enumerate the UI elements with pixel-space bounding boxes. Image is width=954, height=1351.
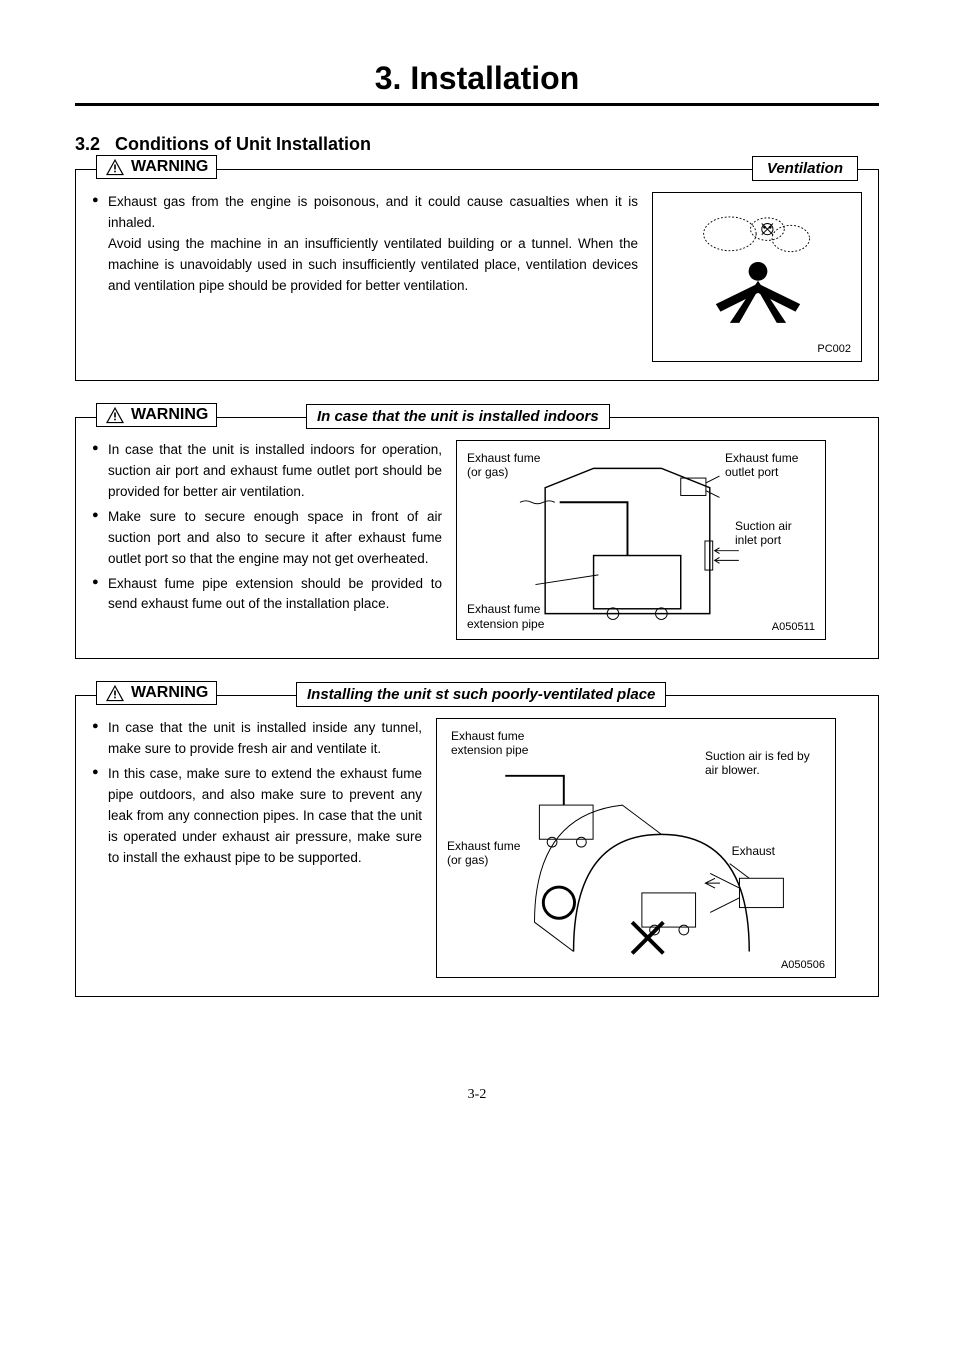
figure-tunnel: Exhaust fume extension pipe Suction air … <box>436 718 836 978</box>
fig-label-extension-pipe: Exhaust fume extension pipe <box>467 602 567 631</box>
warning-label: WARNING <box>96 403 217 427</box>
bullet: Exhaust fume pipe extension should be pr… <box>92 574 442 616</box>
warning-icon <box>105 684 125 702</box>
box-title-ventilation: Ventilation <box>752 156 858 181</box>
fig-label-suction-fed: Suction air is fed by air blower. <box>705 749 825 778</box>
warning-body: In case that the unit is installed indoo… <box>92 440 442 619</box>
warning-body: In case that the unit is installed insid… <box>92 718 422 872</box>
warning-box-poorly-ventilated: WARNING Installing the unit st such poor… <box>75 695 879 997</box>
fig-label-exhaust: Exhaust <box>732 844 775 858</box>
warning-text: WARNING <box>131 684 208 702</box>
chapter-title: 3. Installation <box>75 60 879 106</box>
figure-code: A050511 <box>772 621 815 633</box>
section-heading: 3.2 Conditions of Unit Installation <box>75 134 879 155</box>
figure-code: A050506 <box>781 959 825 971</box>
bullet: In case that the unit is installed insid… <box>92 718 422 760</box>
fig-label-exhaust-fume: Exhaust fume (or gas) <box>447 839 537 868</box>
box-title-poorly-ventilated: Installing the unit st such poorly-venti… <box>296 682 666 707</box>
warning-box-indoors: WARNING In case that the unit is install… <box>75 417 879 659</box>
ventilation-illustration <box>661 201 855 351</box>
bullet: In case that the unit is installed indoo… <box>92 440 442 503</box>
figure-code: PC002 <box>817 343 851 355</box>
warning-box-ventilation: WARNING Ventilation Exhaust gas from the… <box>75 169 879 381</box>
figure-ventilation: PC002 <box>652 192 862 362</box>
warning-label: WARNING <box>96 681 217 705</box>
section-title: Conditions of Unit Installation <box>115 134 371 154</box>
warning-body: Exhaust gas from the engine is poisonous… <box>92 192 638 301</box>
figure-indoors: Exhaust fume (or gas) Exhaust fume outle… <box>456 440 826 640</box>
bullet-sub: Avoid using the machine in an insufficie… <box>108 234 638 297</box>
bullet: Make sure to secure enough space in fron… <box>92 507 442 570</box>
warning-icon <box>105 158 125 176</box>
warning-text: WARNING <box>131 406 208 424</box>
fig-label-extension-pipe: Exhaust fume extension pipe <box>451 729 551 758</box>
page-number: 3-2 <box>75 1087 879 1103</box>
box-title-indoors: In case that the unit is installed indoo… <box>306 404 610 429</box>
fig-label-outlet-port: Exhaust fume outlet port <box>725 451 815 480</box>
bullet-text: Exhaust gas from the engine is poisonous… <box>108 194 638 230</box>
warning-label: WARNING <box>96 155 217 179</box>
fig-label-suction-port: Suction air inlet port <box>735 519 815 548</box>
section-number: 3.2 <box>75 134 100 154</box>
fig-label-exhaust-fume: Exhaust fume (or gas) <box>467 451 540 480</box>
bullet: In this case, make sure to extend the ex… <box>92 764 422 869</box>
warning-icon <box>105 406 125 424</box>
warning-text: WARNING <box>131 158 208 176</box>
